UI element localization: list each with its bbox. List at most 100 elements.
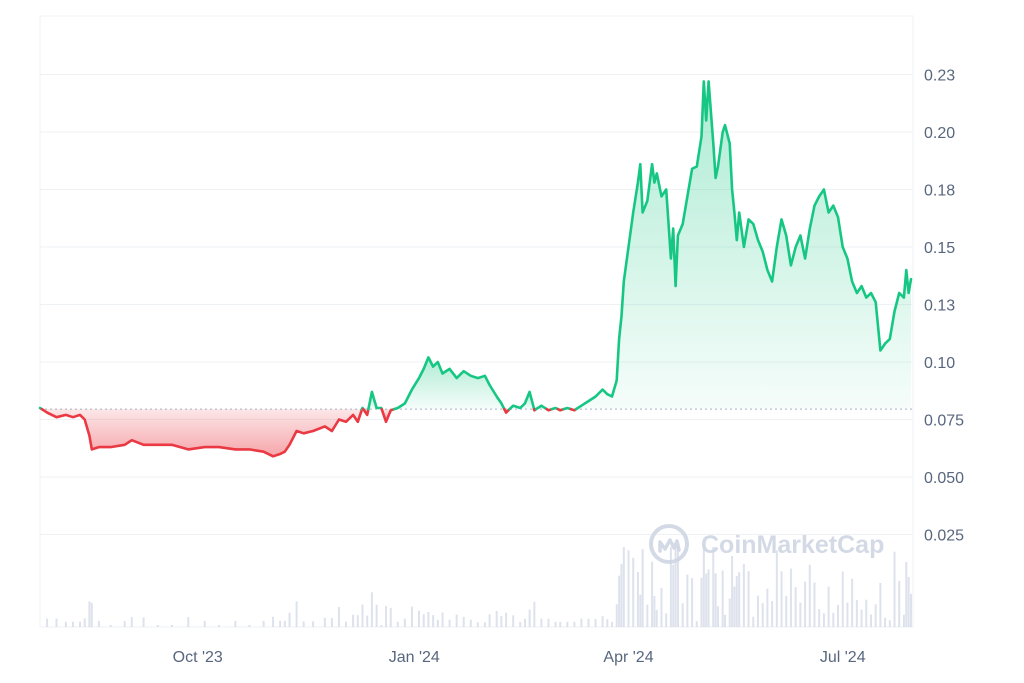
volume-bar <box>691 578 694 627</box>
volume-bar <box>170 625 173 627</box>
volume-bar <box>337 607 340 627</box>
price-line-down <box>380 407 396 424</box>
volume-bar <box>462 616 465 627</box>
volume-bar <box>888 620 891 627</box>
volume-bar <box>403 618 406 627</box>
price-line <box>38 80 913 458</box>
volume-bar <box>345 621 348 627</box>
volume-bar <box>636 572 639 627</box>
volume-bar <box>789 568 792 627</box>
volume-bar <box>436 619 439 627</box>
volume-bar <box>130 617 133 627</box>
volume-bar <box>83 618 86 627</box>
volume-bar <box>330 618 333 627</box>
volume-bar <box>234 621 237 627</box>
volume-bar <box>323 617 326 627</box>
volume-bar <box>505 612 508 627</box>
volume-bar <box>907 577 910 627</box>
volume-bar <box>724 614 727 627</box>
volume-bar <box>385 606 388 627</box>
price-line-up <box>393 356 506 411</box>
volume-bar <box>90 602 93 627</box>
volume-bar <box>432 615 435 627</box>
volume-bar <box>410 606 413 627</box>
y-tick-label: 0.23 <box>924 68 955 85</box>
y-tick-label: 0.13 <box>924 298 955 315</box>
plot-frame <box>39 15 914 628</box>
volume-bar <box>681 603 684 627</box>
volume-bar <box>860 609 863 627</box>
y-tick-label: 0.025 <box>924 528 964 545</box>
volume-bar <box>742 563 745 627</box>
volume-bar <box>375 604 378 627</box>
volume-bar <box>651 561 654 627</box>
volume-bars <box>46 547 912 627</box>
volume-bar <box>203 620 206 627</box>
volume-bar <box>488 614 491 627</box>
volume-bar <box>109 625 112 627</box>
volume-bar <box>869 614 872 627</box>
y-axis-labels: 0.025 0.050 0.075 0.10 0.13 0.15 0.18 0.20 0.23 <box>924 68 964 545</box>
watermark-text: CoinMarketCap <box>701 531 884 559</box>
volume-bar <box>606 619 609 627</box>
volume-bar <box>712 547 715 627</box>
volume-bar <box>785 595 788 627</box>
volume-bar <box>594 618 597 627</box>
x-tick-label: Jan '24 <box>389 649 440 666</box>
volume-bar <box>279 620 282 627</box>
volume-bar <box>818 609 821 627</box>
price-line-down <box>362 407 370 417</box>
volume-bar <box>813 582 816 627</box>
volume-bar <box>841 571 844 627</box>
volume-bar <box>738 572 741 627</box>
volume-bar <box>622 547 625 627</box>
price-area <box>40 81 911 457</box>
volume-bar <box>799 602 802 627</box>
volume-bar <box>837 605 840 627</box>
volume-bar <box>716 606 719 627</box>
volume-bar <box>370 592 373 627</box>
volume-bar <box>356 615 359 627</box>
volume-bar <box>71 621 74 627</box>
volume-bar <box>123 621 126 627</box>
volume-bar <box>695 621 698 627</box>
volume-bar <box>910 593 912 627</box>
volume-bar <box>396 621 399 627</box>
volume-bar <box>902 614 905 627</box>
price-line-up <box>534 404 548 411</box>
volume-bar <box>46 618 49 627</box>
volume-bar <box>641 549 644 627</box>
volume-bar <box>660 588 663 627</box>
volume-bar <box>389 607 392 627</box>
volume-bar <box>476 622 479 627</box>
volume-bar <box>312 621 315 627</box>
volume-bar <box>735 576 738 627</box>
volume-bar <box>669 547 672 627</box>
volume-bar <box>262 620 265 627</box>
volume-bar <box>455 614 458 627</box>
volume-bar <box>187 617 190 627</box>
x-axis-labels: Oct '23 Jan '24 Apr '24 Jul '24 <box>173 649 866 666</box>
volume-bar <box>686 574 689 627</box>
y-tick-label: 0.18 <box>924 183 955 200</box>
volume-bar <box>884 617 887 627</box>
volume-bar <box>707 569 710 627</box>
volume-bar <box>97 620 100 627</box>
y-tick-label: 0.075 <box>924 413 964 430</box>
volume-bar <box>674 547 677 627</box>
y-tick-label: 0.15 <box>924 240 955 257</box>
volume-bar <box>879 583 882 627</box>
volume-bar <box>761 603 764 627</box>
volume-bar <box>469 619 472 627</box>
volume-bar <box>559 621 562 627</box>
y-tick-label: 0.10 <box>924 355 955 372</box>
volume-bar <box>611 622 614 627</box>
volume-bar <box>731 556 734 627</box>
volume-bar <box>142 617 145 627</box>
area-above-baseline <box>394 357 505 410</box>
volume-bar <box>601 616 604 627</box>
volume-bar <box>756 595 759 627</box>
volume-bar <box>288 612 291 627</box>
volume-bar <box>808 564 811 627</box>
volume-bar <box>79 621 82 627</box>
